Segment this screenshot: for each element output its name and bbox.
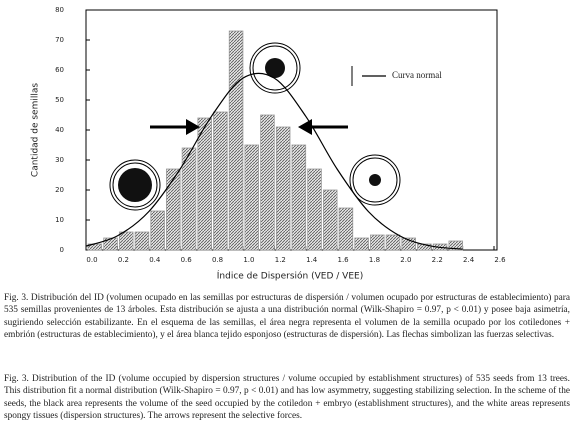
y-tick-label: 50 (55, 96, 64, 104)
bar (244, 144, 260, 251)
x-tick-label: 1.2 (275, 256, 286, 264)
x-tick-label: 0.8 (212, 256, 223, 264)
x-tick-label: 1.6 (338, 256, 350, 264)
x-tick-label: 2.2 (432, 256, 443, 264)
bar (275, 126, 291, 251)
x-tick-label: 1.0 (243, 256, 254, 264)
y-tick-label: 40 (55, 126, 64, 134)
y-tick-label: 30 (55, 156, 64, 164)
bar (322, 189, 338, 251)
bar (448, 240, 464, 251)
y-tick-label: 70 (55, 36, 64, 44)
x-tick-label: 1.8 (369, 256, 380, 264)
plot-frame (85, 9, 498, 251)
y-tick-label: 80 (55, 6, 64, 14)
caption-es: Fig. 3. Distribución del ID (volumen ocu… (4, 293, 570, 341)
x-tick-label: 2.4 (463, 256, 475, 264)
bar (166, 168, 181, 251)
x-tick-label: 0.0 (86, 256, 97, 264)
x-tick-label: 0.2 (118, 256, 129, 264)
arrow-head (186, 119, 200, 135)
x-axis-title: Índice de Dispersión (VED / VEE) (217, 270, 363, 282)
y-tick-label: 0 (60, 246, 64, 254)
bar (134, 231, 150, 251)
caption-en: Fig. 3. Distribution of the ID (volume o… (4, 374, 570, 422)
arrow-head (298, 119, 312, 135)
x-tick-label: 0.4 (149, 256, 161, 264)
bar (103, 237, 118, 251)
bar (150, 210, 165, 251)
seed-icon (109, 42, 401, 211)
bar (338, 207, 354, 251)
normal-curve (85, 72, 463, 250)
x-tick-label: 0.6 (181, 256, 193, 264)
x-tick-label: 2.0 (400, 256, 411, 264)
bar (370, 234, 385, 251)
bar (260, 114, 275, 251)
bar (307, 168, 322, 251)
bar (354, 237, 369, 251)
bar (118, 231, 134, 251)
bar (291, 144, 307, 251)
y-tick-label: 20 (55, 186, 64, 194)
y-axis-title: Cantidad de semillas (31, 83, 41, 177)
bar (213, 111, 228, 251)
x-tick-label: 1.4 (306, 256, 318, 264)
y-tick-label: 10 (55, 216, 64, 224)
y-tick-label: 60 (55, 66, 64, 74)
x-tick-label: 2.6 (494, 256, 506, 264)
bar (197, 117, 212, 251)
legend-label: Curva normal (392, 70, 442, 80)
bar (181, 147, 197, 251)
chart: Cantidad de semillas Índice de Dispersió… (31, 6, 507, 282)
bar (228, 30, 244, 251)
bar (385, 234, 401, 251)
